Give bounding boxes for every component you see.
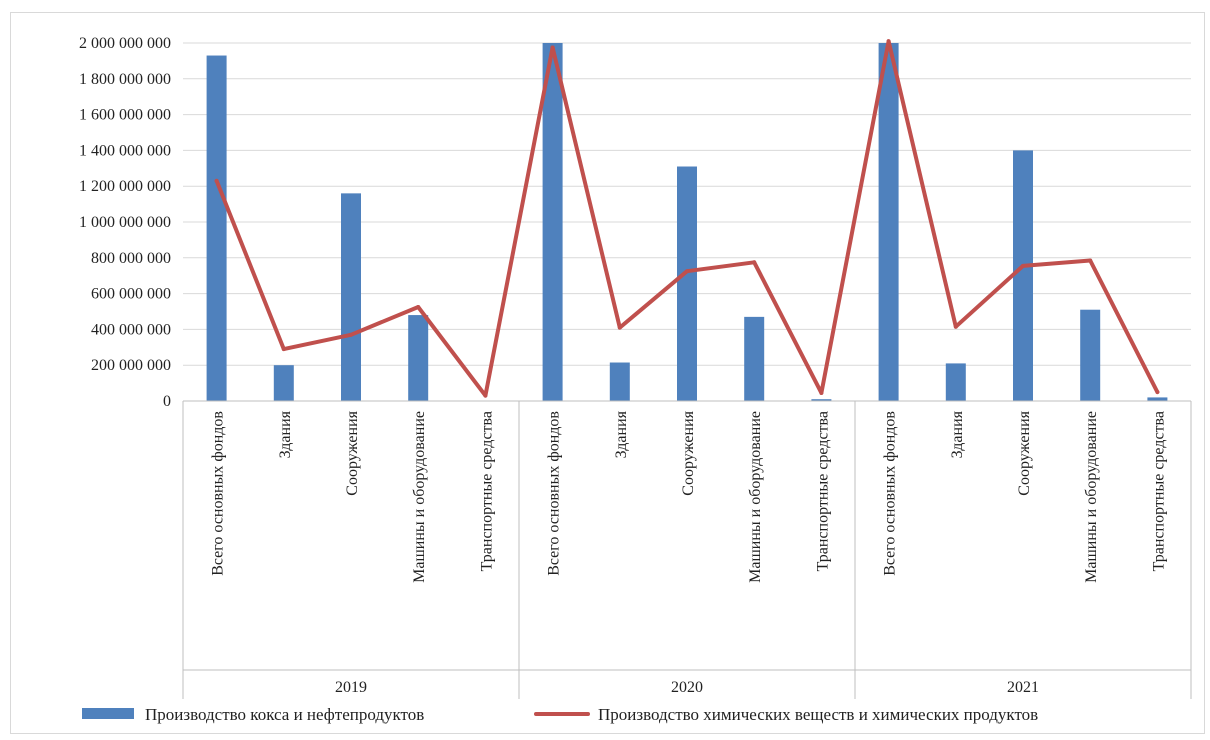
- bar: [1080, 309, 1101, 401]
- x-tick-label: Всего основных фондов: [546, 411, 563, 576]
- y-axis-ticks: 0 200 000 000 400 000 000 600 000 000 800 00…: [79, 35, 171, 410]
- x-tick-label: Сооружения: [344, 410, 361, 495]
- y-tick-label: 0: [163, 393, 171, 410]
- y-tick-label: 1 400 000 000: [79, 142, 171, 159]
- bar: [206, 55, 227, 401]
- bar: [609, 362, 630, 401]
- line-point: [886, 39, 891, 44]
- x-tick-label: Здания: [949, 410, 966, 458]
- chart-frame: 0 200 000 000 400 000 000 600 000 000 800 00…: [10, 12, 1205, 734]
- x-tick-label: Машины и оборудование: [1083, 411, 1100, 583]
- y-tick-label: 1 200 000 000: [79, 178, 171, 195]
- bar: [408, 315, 429, 401]
- combo-chart: 0 200 000 000 400 000 000 600 000 000 800 00…: [79, 35, 1192, 724]
- bar: [945, 363, 966, 401]
- x-tick-label: Всего основных фондов: [882, 411, 899, 576]
- y-tick-label: 200 000 000: [91, 357, 171, 374]
- line-point: [819, 390, 824, 395]
- bar: [341, 193, 361, 401]
- bar: [744, 316, 765, 401]
- legend-label: Производство кокса и нефтепродуктов: [145, 705, 424, 724]
- group-label: 2019: [335, 679, 367, 696]
- line-point: [483, 393, 488, 398]
- bar: [1013, 150, 1033, 401]
- bar: [811, 399, 832, 401]
- y-tick-label: 1 600 000 000: [79, 107, 171, 124]
- line-point: [281, 347, 286, 352]
- line-point: [953, 324, 958, 329]
- x-tick-label: Сооружения: [1016, 410, 1033, 495]
- bar-series: [206, 43, 1168, 401]
- y-tick-label: 1 800 000 000: [79, 71, 171, 88]
- y-tick-label: 2 000 000 000: [79, 35, 171, 52]
- line-point: [1155, 390, 1160, 395]
- bar: [677, 166, 697, 401]
- y-tick-label: 800 000 000: [91, 250, 171, 267]
- x-tick-label: Сооружения: [680, 410, 697, 495]
- line-point: [752, 260, 757, 265]
- line-point: [1088, 258, 1093, 263]
- y-tick-label: 400 000 000: [91, 321, 171, 338]
- legend-swatch-bar: [82, 708, 134, 719]
- line-series: [214, 39, 1160, 398]
- x-tick-label: Машины и оборудование: [411, 411, 428, 583]
- group-label: 2020: [671, 679, 703, 696]
- line-point: [416, 305, 421, 310]
- line-point: [349, 332, 353, 337]
- x-tick-label: Транспортные средства: [814, 411, 831, 571]
- bar: [1147, 397, 1168, 401]
- x-tick-label: Всего основных фондов: [210, 411, 227, 576]
- bar: [542, 43, 563, 401]
- line-point: [550, 45, 555, 50]
- line-point: [1021, 263, 1025, 268]
- y-tick-label: 600 000 000: [91, 286, 171, 303]
- bar: [273, 365, 294, 401]
- x-axis: Всего основных фондов Здания Сооружения Маш…: [182, 400, 1192, 699]
- line-point: [685, 269, 689, 274]
- legend-label: Производство химических веществ и химиче…: [598, 705, 1038, 724]
- x-tick-label: Машины и оборудование: [747, 411, 764, 583]
- x-tick-label: Здания: [277, 410, 294, 458]
- line-point: [617, 325, 622, 330]
- x-tick-label: Здания: [613, 410, 630, 458]
- x-tick-label: Транспортные средства: [478, 411, 495, 571]
- legend: Производство кокса и нефтепродуктов Произ…: [82, 705, 1038, 724]
- group-label: 2021: [1007, 679, 1039, 696]
- bar: [878, 43, 899, 401]
- x-tick-label: Транспортные средства: [1150, 411, 1167, 571]
- y-tick-label: 1 000 000 000: [79, 214, 171, 231]
- line-point: [214, 178, 219, 183]
